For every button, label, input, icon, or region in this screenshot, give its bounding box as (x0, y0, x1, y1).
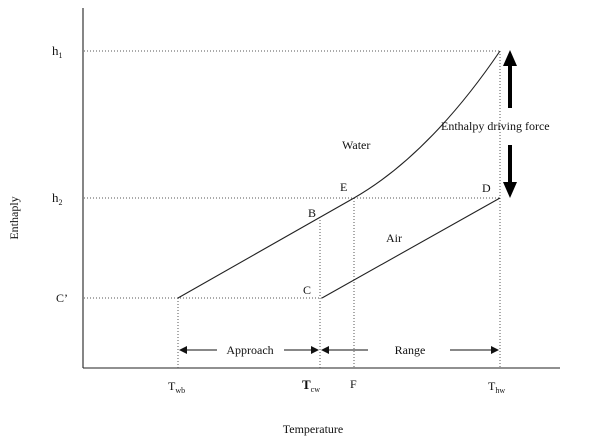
enthalpy-driving-force-label: Enthalpy driving force (441, 119, 550, 133)
air-line (321, 197, 501, 299)
point-c-label: C (303, 283, 311, 297)
thw-label: Thw (488, 379, 505, 395)
enthalpy-driving-force-arrow (503, 50, 517, 198)
point-b-label: B (308, 206, 316, 220)
x-axis-title: Temperature (283, 422, 343, 436)
point-d-label: D (482, 181, 491, 195)
air-label: Air (386, 231, 402, 245)
h2-label: h2 (52, 190, 63, 207)
h1-label: h1 (52, 43, 63, 60)
water-operating-line (177, 50, 501, 299)
c-prime-label: C’ (56, 291, 68, 305)
y-axis-title: Enthaply (7, 196, 21, 239)
tcw-label: Tcw (302, 377, 320, 394)
approach-label: Approach (226, 343, 273, 357)
water-label: Water (342, 138, 370, 152)
f-label: F (350, 377, 357, 391)
point-e-label: E (340, 180, 347, 194)
twb-label: Twb (168, 379, 185, 395)
range-label: Range (395, 343, 426, 357)
